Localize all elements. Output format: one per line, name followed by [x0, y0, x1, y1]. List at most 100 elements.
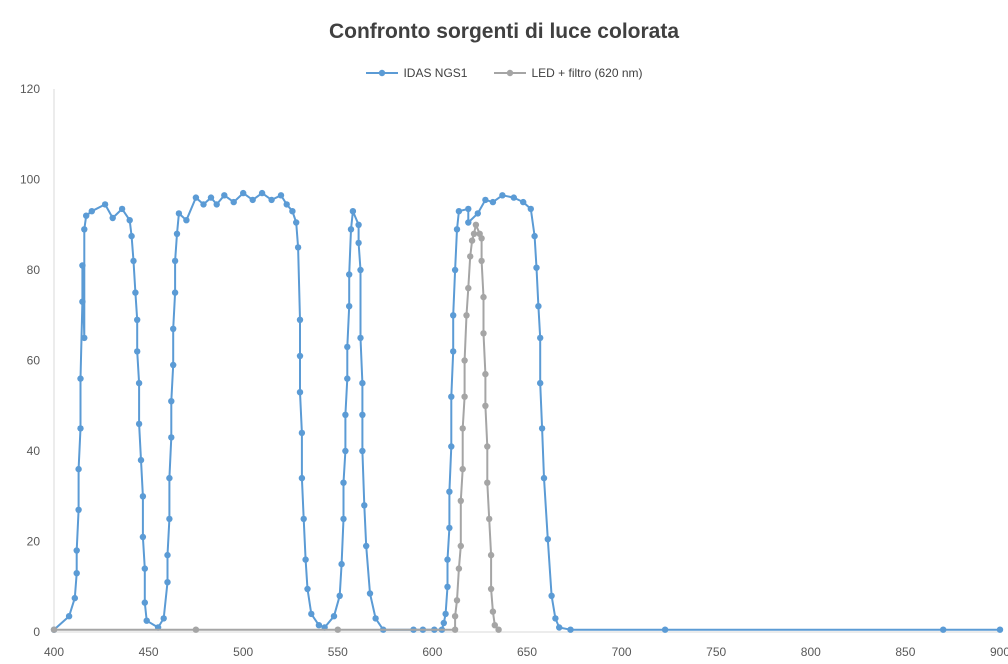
- data-point-idas: [359, 379, 366, 387]
- data-point-led: [472, 221, 480, 228]
- data-point-idas: [139, 533, 147, 541]
- data-point-idas: [118, 205, 126, 213]
- y-tick-label: 60: [27, 354, 41, 368]
- y-tick-label: 40: [27, 444, 41, 458]
- data-point-idas: [79, 262, 86, 269]
- data-point-idas: [168, 434, 175, 441]
- data-point-idas: [171, 289, 179, 296]
- data-point-idas: [527, 205, 534, 213]
- data-point-led: [334, 626, 341, 633]
- data-point-idas: [192, 194, 200, 201]
- data-point-idas: [346, 303, 353, 310]
- data-point-idas: [139, 493, 147, 500]
- data-point-idas: [533, 264, 540, 271]
- data-point-idas: [83, 212, 90, 219]
- data-point-idas: [77, 375, 84, 382]
- data-point-led: [461, 393, 468, 400]
- data-point-idas: [300, 515, 307, 523]
- data-point-led: [453, 597, 461, 604]
- data-point-led: [484, 443, 491, 450]
- data-point-idas: [277, 192, 285, 199]
- data-point-idas: [455, 208, 463, 215]
- data-point-idas: [132, 289, 139, 296]
- data-point-idas: [567, 626, 574, 633]
- data-point-idas: [451, 266, 459, 274]
- data-point-idas: [304, 585, 311, 593]
- data-point-idas: [134, 348, 141, 355]
- data-point-led: [489, 608, 497, 615]
- data-point-idas: [160, 615, 167, 622]
- y-tick-label: 20: [27, 535, 41, 549]
- data-point-idas: [538, 425, 546, 432]
- data-point-idas: [347, 226, 355, 233]
- data-point-idas: [340, 515, 347, 523]
- data-point-idas: [499, 192, 506, 199]
- data-point-led: [484, 479, 491, 486]
- data-point-idas: [940, 626, 947, 633]
- data-point-idas: [135, 379, 143, 387]
- data-point-idas: [535, 303, 542, 310]
- data-point-idas: [453, 226, 461, 233]
- y-tick-label: 100: [20, 173, 40, 187]
- data-point-idas: [344, 375, 351, 382]
- data-point-idas: [73, 570, 80, 577]
- data-point-idas: [489, 198, 497, 206]
- data-point-idas: [540, 474, 548, 482]
- x-tick-label: 500: [233, 645, 253, 659]
- data-point-idas: [81, 226, 88, 233]
- data-point-idas: [544, 536, 551, 543]
- series-line-led: [54, 223, 500, 631]
- data-point-idas: [359, 447, 366, 455]
- data-point-led: [457, 497, 464, 504]
- data-point-led: [50, 626, 58, 633]
- data-point-idas: [128, 232, 135, 240]
- data-point-idas: [79, 298, 86, 305]
- data-point-led: [491, 622, 498, 629]
- data-point-idas: [342, 447, 349, 455]
- data-point-idas: [556, 624, 563, 631]
- data-point-idas: [141, 565, 148, 572]
- data-point-idas: [465, 219, 472, 226]
- data-point-idas: [442, 610, 449, 618]
- x-tick-label: 600: [422, 645, 442, 659]
- data-point-idas: [450, 348, 457, 355]
- data-point-led: [459, 465, 466, 473]
- legend: IDAS NGS1 LED + filtro (620 nm): [0, 66, 1008, 80]
- data-point-idas: [101, 201, 109, 208]
- data-point-idas: [363, 542, 370, 550]
- x-tick-label: 550: [328, 645, 348, 659]
- data-point-idas: [465, 205, 472, 213]
- data-point-led: [478, 257, 485, 265]
- data-point-led: [480, 330, 487, 337]
- data-point-led: [192, 626, 200, 633]
- data-point-idas: [65, 613, 73, 620]
- data-point-led: [467, 253, 474, 260]
- data-point-idas: [249, 196, 256, 204]
- data-point-led: [482, 402, 489, 409]
- legend-item-idas: IDAS NGS1: [365, 66, 467, 80]
- data-point-idas: [240, 189, 247, 197]
- data-point-idas: [170, 325, 177, 332]
- data-point-idas: [446, 488, 453, 495]
- data-point-led: [468, 237, 476, 244]
- data-point-idas: [355, 239, 362, 247]
- data-point-idas: [81, 334, 88, 342]
- x-tick-label: 850: [895, 645, 915, 659]
- data-point-idas: [366, 590, 374, 597]
- data-point-led: [487, 551, 495, 559]
- data-point-led: [455, 565, 463, 572]
- data-point-idas: [283, 201, 290, 208]
- data-point-idas: [482, 196, 489, 204]
- data-point-idas: [143, 617, 150, 624]
- data-point-led: [482, 370, 489, 378]
- data-point-idas: [141, 599, 148, 606]
- data-point-idas: [258, 189, 266, 197]
- data-point-idas: [137, 456, 145, 464]
- x-tick-label: 900: [990, 645, 1008, 659]
- data-point-idas: [166, 515, 173, 523]
- legend-swatch-idas: [366, 69, 399, 77]
- data-point-idas: [268, 196, 275, 204]
- data-point-idas: [73, 547, 80, 554]
